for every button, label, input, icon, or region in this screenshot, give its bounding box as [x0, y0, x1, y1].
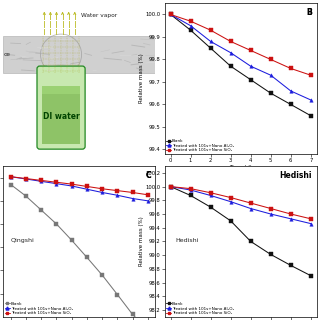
Text: ce: ce: [4, 52, 11, 57]
Polygon shape: [43, 86, 80, 94]
Text: Water vapor: Water vapor: [81, 13, 117, 18]
Legend: Blank, Treated with 101s+Nano Al₂O₃, Treated with 101s+Nano SiO₂: Blank, Treated with 101s+Nano Al₂O₃, Tre…: [166, 139, 235, 153]
Text: C: C: [145, 171, 151, 180]
Polygon shape: [3, 36, 156, 73]
Legend: Blank, Treated with 101s+Nano Al₂O₃, Treated with 101s+Nano SiO₂: Blank, Treated with 101s+Nano Al₂O₃, Tre…: [166, 301, 235, 316]
Text: Hedishi: Hedishi: [175, 238, 199, 244]
Text: Qingshi: Qingshi: [11, 238, 35, 244]
Y-axis label: Relative mass (%): Relative mass (%): [139, 217, 144, 266]
Text: Hedishi: Hedishi: [280, 171, 312, 180]
Text: B: B: [307, 8, 312, 17]
Text: C: C: [145, 171, 151, 180]
Y-axis label: Relative mass (%): Relative mass (%): [139, 54, 144, 103]
Text: DI water: DI water: [43, 112, 79, 121]
Text: B: B: [307, 8, 312, 17]
Legend: Blank, Treated with 101s+Nano Al₂O₃, Treated with 101s+Nano SiO₂: Blank, Treated with 101s+Nano Al₂O₃, Tre…: [4, 301, 73, 316]
X-axis label: Time (d): Time (d): [229, 164, 252, 170]
Polygon shape: [43, 86, 80, 144]
FancyBboxPatch shape: [37, 66, 85, 149]
